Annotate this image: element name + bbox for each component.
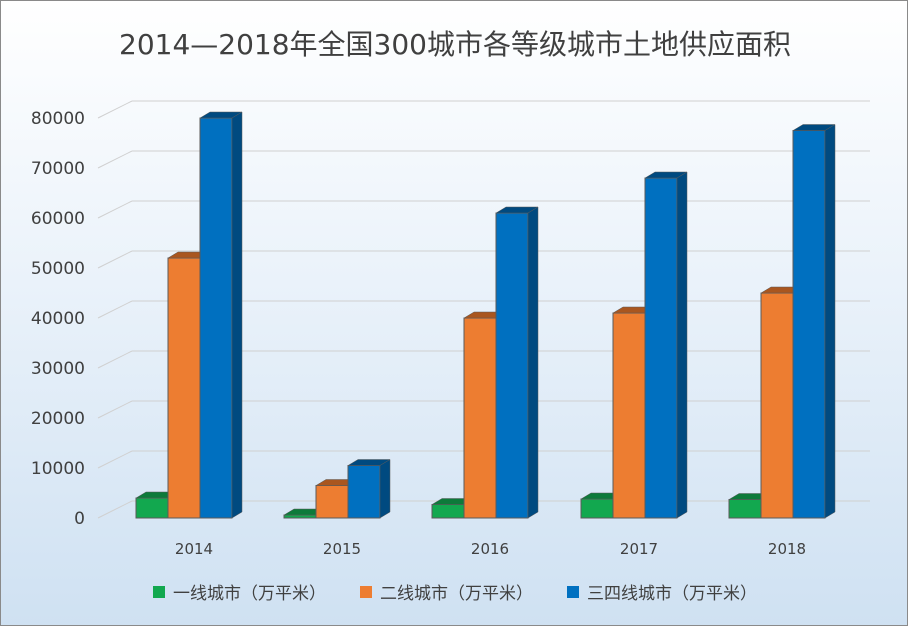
bar-side-3 <box>824 124 836 519</box>
bar-1[interactable] <box>580 498 614 519</box>
legend-swatch <box>153 585 165 598</box>
y-tick-label: 40000 <box>31 309 85 329</box>
bar-2[interactable] <box>612 312 646 519</box>
y-tick-label: 80000 <box>31 109 85 129</box>
bar-2[interactable] <box>167 257 201 519</box>
bar-side-3 <box>379 459 391 519</box>
y-tick-label: 50000 <box>31 259 85 279</box>
bar-3[interactable] <box>495 212 529 519</box>
gridline-depth <box>97 250 133 269</box>
x-tick-label: 2018 <box>768 540 806 558</box>
bar-3[interactable] <box>644 177 678 519</box>
legend-item[interactable]: 三四线城市（万平米） <box>567 579 757 604</box>
bar-1[interactable] <box>135 497 169 519</box>
bar-side-3 <box>231 111 243 519</box>
legend-swatch <box>360 585 372 598</box>
bar-side-3 <box>676 171 688 519</box>
gridline-depth <box>97 350 133 369</box>
y-tick-label: 70000 <box>31 159 85 179</box>
legend-item[interactable]: 二线城市（万平米） <box>360 579 533 604</box>
y-tick-label: 30000 <box>31 359 85 379</box>
bar-3[interactable] <box>792 130 826 519</box>
bar-3[interactable] <box>199 117 233 519</box>
legend-item[interactable]: 一线城市（万平米） <box>153 579 326 604</box>
gridline-depth <box>97 200 133 219</box>
chart-legend: 一线城市（万平米） 二线城市（万平米） 三四线城市（万平米） <box>1 579 908 604</box>
bar-side-3 <box>527 206 539 519</box>
gridline-depth <box>97 400 133 419</box>
legend-label: 一线城市（万平米） <box>173 584 326 604</box>
bar-1[interactable] <box>431 504 465 519</box>
bar-1[interactable] <box>283 514 317 519</box>
bar-3[interactable] <box>347 465 381 519</box>
bar-2[interactable] <box>463 317 497 519</box>
chart-title: 2014—2018年全国300城市各等级城市土地供应面积 <box>119 28 791 61</box>
legend-label: 三四线城市（万平米） <box>587 584 757 604</box>
x-tick-label: 2015 <box>323 540 361 558</box>
x-tick-label: 2017 <box>620 540 658 558</box>
x-tick-label: 2014 <box>175 540 213 558</box>
y-tick-label: 20000 <box>31 409 85 429</box>
legend-swatch <box>567 585 579 598</box>
y-tick-label: 0 <box>74 509 85 529</box>
gridline-depth <box>97 300 133 319</box>
bar-2[interactable] <box>760 292 794 519</box>
bar-1[interactable] <box>728 499 762 519</box>
y-tick-label: 60000 <box>31 209 85 229</box>
bar-2[interactable] <box>315 485 349 519</box>
gridline-depth <box>97 150 133 169</box>
x-tick-label: 2016 <box>471 540 509 558</box>
gridline-depth <box>97 500 133 519</box>
legend-label: 二线城市（万平米） <box>380 584 533 604</box>
gridline-depth <box>97 450 133 469</box>
gridline-depth <box>97 100 133 119</box>
y-tick-label: 10000 <box>31 459 85 479</box>
